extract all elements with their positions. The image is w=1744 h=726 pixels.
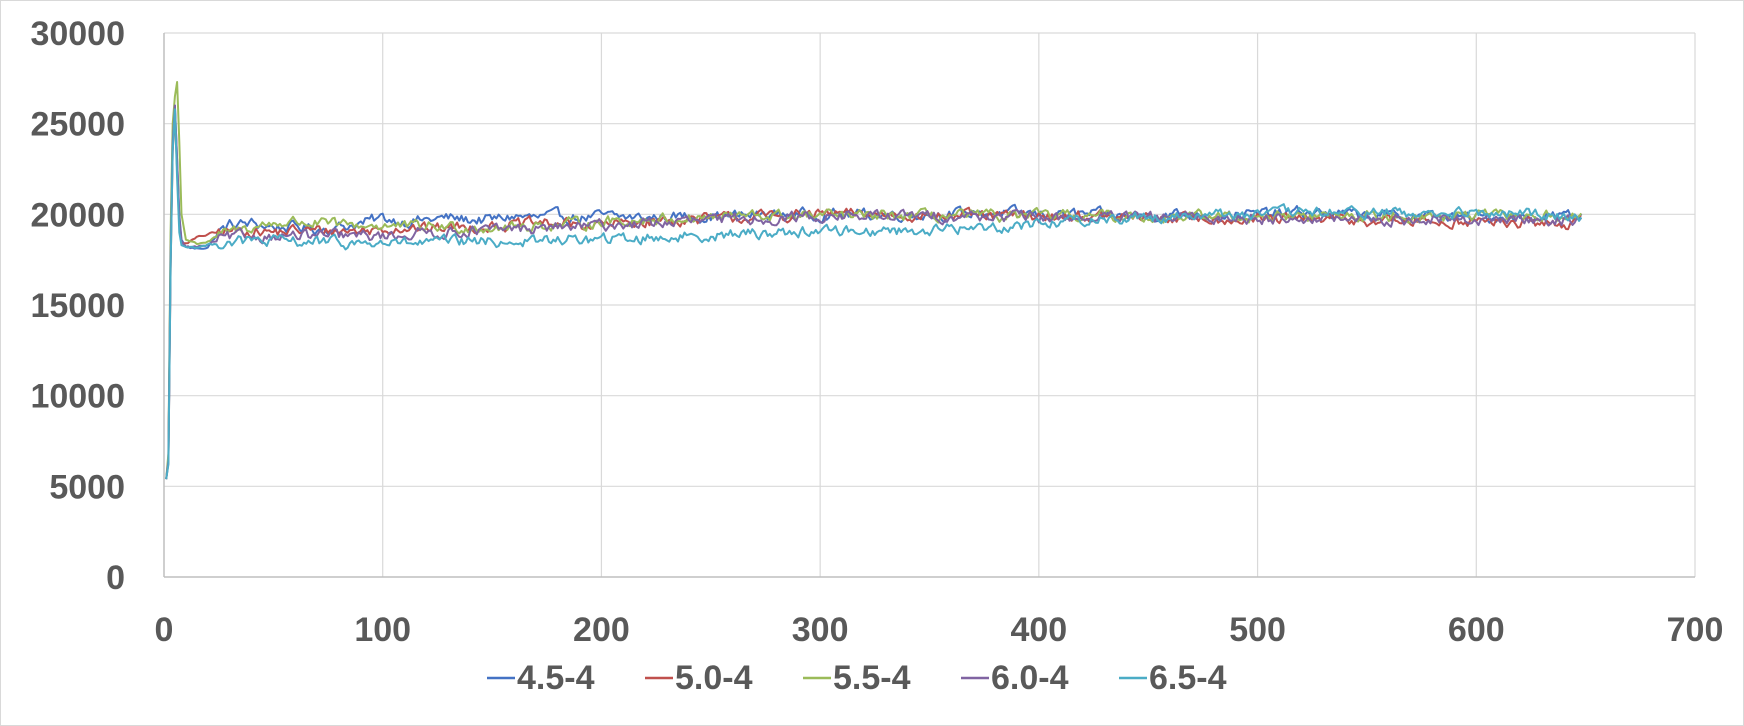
grid-lines xyxy=(164,32,1696,577)
legend-label: 5.0-4 xyxy=(675,659,753,697)
series-line-5.0-4 xyxy=(165,113,1582,480)
y-tick-label: 5000 xyxy=(49,468,125,506)
y-tick-label: 0 xyxy=(106,559,125,597)
y-tick-label: 25000 xyxy=(30,106,125,144)
legend-item-5.0-4[interactable]: 5.0-4 xyxy=(645,659,753,697)
x-tick-label: 700 xyxy=(1667,611,1724,649)
y-tick-label: 15000 xyxy=(30,287,125,325)
y-tick-label: 30000 xyxy=(30,15,125,53)
legend-item-5.5-4[interactable]: 5.5-4 xyxy=(803,659,911,697)
y-tick-label: 10000 xyxy=(30,378,125,416)
x-tick-label: 400 xyxy=(1010,611,1067,649)
legend-item-6.0-4[interactable]: 6.0-4 xyxy=(961,659,1069,697)
x-tick-labels: 0 100 200 300 400 500 600 700 xyxy=(155,611,1724,649)
series-lines xyxy=(165,81,1583,480)
axes xyxy=(163,33,1695,578)
series-line-4.5-4 xyxy=(165,104,1583,480)
legend-item-6.5-4[interactable]: 6.5-4 xyxy=(1119,659,1227,697)
y-tick-label: 20000 xyxy=(30,196,125,234)
series-line-6.5-4 xyxy=(165,108,1583,480)
x-tick-label: 200 xyxy=(573,611,630,649)
legend-label: 6.5-4 xyxy=(1149,659,1227,697)
x-tick-label: 300 xyxy=(792,611,849,649)
series-line-6.0-4 xyxy=(165,104,1583,480)
legend[interactable]: 4.5-4 5.0-4 5.5-4 6.0-4 6.5-4 xyxy=(487,659,1227,697)
legend-item-4.5-4[interactable]: 4.5-4 xyxy=(487,659,595,697)
series-line-5.5-4 xyxy=(165,81,1583,480)
legend-label: 5.5-4 xyxy=(833,659,911,697)
y-tick-labels: 0 5000 10000 15000 20000 25000 30000 xyxy=(30,15,125,597)
legend-label: 4.5-4 xyxy=(517,659,595,697)
x-tick-label: 0 xyxy=(155,611,174,649)
x-tick-label: 100 xyxy=(354,611,411,649)
x-tick-label: 500 xyxy=(1229,611,1286,649)
x-tick-label: 600 xyxy=(1448,611,1505,649)
legend-label: 6.0-4 xyxy=(991,659,1069,697)
